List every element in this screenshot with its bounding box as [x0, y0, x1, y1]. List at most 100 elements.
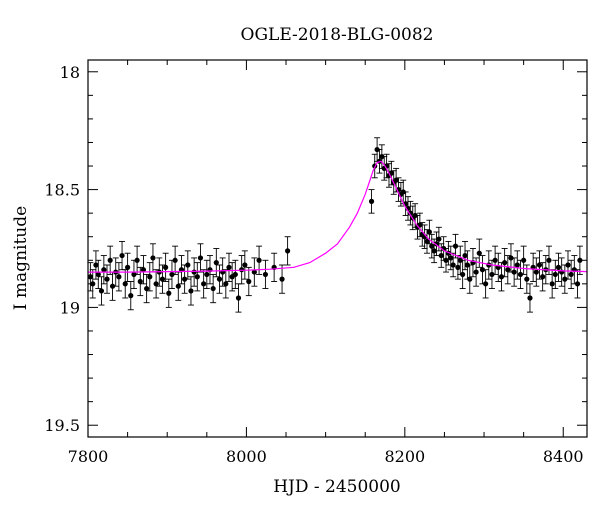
data-point: [184, 250, 191, 280]
data-marker: [443, 257, 449, 263]
data-marker: [450, 262, 456, 268]
data-point: [576, 245, 583, 275]
data-marker: [555, 264, 562, 270]
data-point: [435, 226, 442, 252]
data-point: [568, 259, 575, 290]
data-marker: [185, 262, 191, 268]
data-point: [203, 259, 210, 290]
data-marker: [574, 281, 581, 287]
data-point: [279, 264, 286, 294]
data-point: [238, 255, 245, 285]
data-marker: [166, 290, 172, 296]
data-point: [178, 255, 185, 285]
y-tick-label: 18: [60, 63, 80, 82]
tick-labels: 7800 8000 8200 8400 18 18.5 19 19.5: [44, 63, 583, 466]
model-curve: [88, 160, 588, 273]
data-marker: [119, 252, 125, 259]
data-point: [140, 255, 147, 285]
data-point: [504, 255, 511, 285]
data-point: [271, 252, 278, 282]
data-marker: [536, 262, 543, 268]
data-marker: [256, 257, 262, 263]
data-marker: [393, 177, 399, 183]
data-point: [523, 264, 530, 294]
data-marker: [492, 257, 498, 263]
data-marker: [498, 274, 505, 280]
data-point: [533, 257, 540, 287]
data-marker: [502, 260, 508, 266]
data-marker: [93, 262, 99, 268]
plot-frame: [87, 59, 588, 438]
data-point: [127, 281, 134, 311]
data-point: [536, 250, 543, 280]
data-marker: [279, 276, 285, 282]
data-marker: [462, 252, 468, 259]
data-point: [95, 259, 102, 290]
data-point: [428, 233, 435, 259]
data-marker: [448, 255, 454, 261]
data-marker: [455, 264, 461, 270]
data-point: [368, 189, 375, 214]
data-point: [514, 250, 521, 280]
data-marker: [577, 257, 583, 263]
data-marker: [436, 236, 442, 242]
data-marker: [116, 274, 122, 280]
data-marker: [562, 276, 568, 282]
data-marker: [521, 257, 527, 263]
data-marker: [533, 269, 539, 275]
y-tick-label: 19.5: [44, 416, 80, 435]
data-point: [424, 229, 431, 254]
data-marker: [285, 248, 291, 254]
data-point: [115, 262, 122, 292]
data-points: [87, 137, 583, 313]
data-marker: [568, 271, 574, 278]
data-point: [222, 269, 229, 299]
data-marker: [204, 271, 210, 278]
data-marker: [98, 288, 105, 294]
y-tick-label: 19: [60, 298, 80, 317]
data-marker: [223, 281, 229, 287]
data-point: [511, 257, 518, 287]
data-point: [241, 250, 248, 280]
data-marker: [159, 276, 166, 282]
data-point: [213, 248, 220, 278]
data-marker: [438, 252, 444, 259]
data-point: [517, 259, 524, 290]
data-point: [501, 248, 508, 278]
data-marker: [433, 241, 440, 247]
data-point: [564, 250, 571, 280]
data-point: [181, 264, 188, 294]
data-point: [107, 245, 114, 275]
x-tick-label: 8000: [226, 447, 267, 466]
y-tick-label: 18.5: [44, 181, 80, 200]
data-marker: [424, 238, 430, 245]
data-point: [466, 264, 473, 294]
data-marker: [262, 271, 269, 278]
data-point: [172, 245, 179, 275]
data-marker: [540, 274, 546, 280]
data-marker: [483, 281, 489, 287]
data-marker: [150, 255, 156, 261]
data-marker: [460, 271, 466, 278]
data-point: [153, 269, 160, 299]
data-marker: [109, 283, 116, 289]
data-marker: [452, 243, 459, 249]
data-marker: [104, 276, 110, 282]
data-marker: [242, 262, 248, 268]
data-point: [149, 243, 156, 273]
data-marker: [128, 293, 134, 299]
data-marker: [191, 269, 197, 275]
data-point: [165, 278, 172, 308]
data-marker: [140, 267, 147, 273]
data-marker: [476, 250, 482, 256]
data-point: [89, 269, 96, 299]
data-point: [104, 264, 111, 294]
data-marker: [216, 276, 223, 282]
data-point: [146, 262, 153, 292]
data-marker: [87, 274, 93, 280]
data-marker: [527, 295, 533, 301]
data-marker: [508, 255, 514, 261]
data-marker: [511, 269, 517, 275]
data-point: [421, 224, 428, 249]
data-marker: [194, 274, 200, 280]
